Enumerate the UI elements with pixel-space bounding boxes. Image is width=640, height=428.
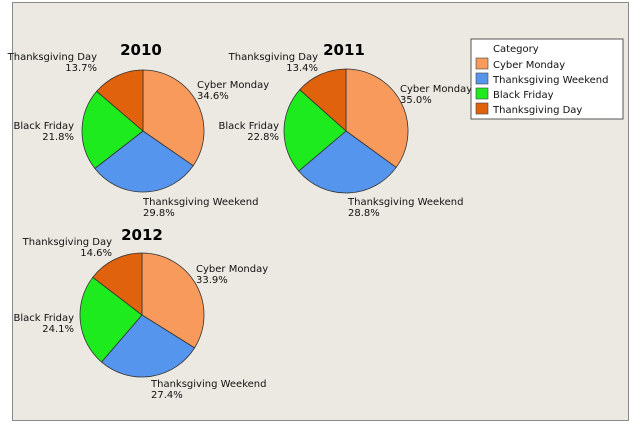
- slice-label: Black Friday: [13, 121, 74, 132]
- slice-value: 13.4%: [286, 63, 318, 74]
- slice-label: Black Friday: [218, 121, 279, 132]
- legend: [470, 38, 624, 120]
- pie-slice: [299, 68, 347, 132]
- pie-title: 2011: [323, 41, 365, 59]
- slice-value: 34.6%: [197, 91, 229, 102]
- slice-label: Cyber Monday: [196, 264, 268, 275]
- slice-value: 24.1%: [42, 324, 74, 335]
- pie-2012: [79, 252, 205, 378]
- pie-2011: [283, 68, 409, 194]
- slice-value: 35.0%: [400, 95, 432, 106]
- pie-slice: [79, 276, 143, 363]
- pie-slice: [94, 130, 194, 193]
- legend-swatch: [475, 72, 489, 85]
- legend-entry: Thanksgiving Day: [492, 105, 582, 116]
- pie-slice: [298, 130, 397, 194]
- legend-swatch: [475, 57, 489, 70]
- legend-entry: Thanksgiving Weekend: [492, 75, 608, 86]
- pie-slice: [96, 69, 144, 132]
- slice-label: Thanksgiving Day: [22, 237, 112, 248]
- slice-label: Black Friday: [13, 313, 74, 324]
- slice-value: 22.8%: [247, 132, 279, 143]
- slice-value: 21.8%: [42, 132, 74, 143]
- pie-slice: [283, 89, 347, 172]
- legend-box: [470, 38, 624, 120]
- pie-2010: [81, 69, 205, 193]
- legend-title: Category: [493, 44, 539, 55]
- slice-value: 29.8%: [143, 208, 175, 219]
- legend-swatch: [475, 102, 489, 115]
- slice-value: 33.9%: [196, 275, 228, 286]
- legend-entry: Black Friday: [493, 90, 554, 101]
- slice-label: Cyber Monday: [197, 80, 269, 91]
- pie-slice: [345, 68, 409, 169]
- slice-label: Thanksgiving Day: [228, 52, 318, 63]
- legend-swatch: [475, 87, 489, 100]
- pie-title: 2012: [121, 226, 163, 244]
- slice-value: 27.4%: [151, 390, 183, 401]
- slice-label: Thanksgiving Weekend: [347, 197, 463, 208]
- slice-label: Thanksgiving Weekend: [150, 379, 266, 390]
- pie-slice: [141, 252, 205, 349]
- slice-label: Cyber Monday: [400, 84, 472, 95]
- slice-value: 14.6%: [80, 248, 112, 259]
- slice-label: Thanksgiving Day: [7, 52, 97, 63]
- pie-title: 2010: [120, 41, 162, 59]
- slice-value: 28.8%: [348, 208, 380, 219]
- legend-entry: Cyber Monday: [493, 60, 565, 71]
- slice-label: Thanksgiving Weekend: [142, 197, 258, 208]
- slice-value: 13.7%: [65, 63, 97, 74]
- pie-slice: [92, 252, 143, 316]
- pie-slice: [142, 69, 205, 167]
- pie-slice: [101, 314, 196, 378]
- pie-slice: [81, 90, 144, 170]
